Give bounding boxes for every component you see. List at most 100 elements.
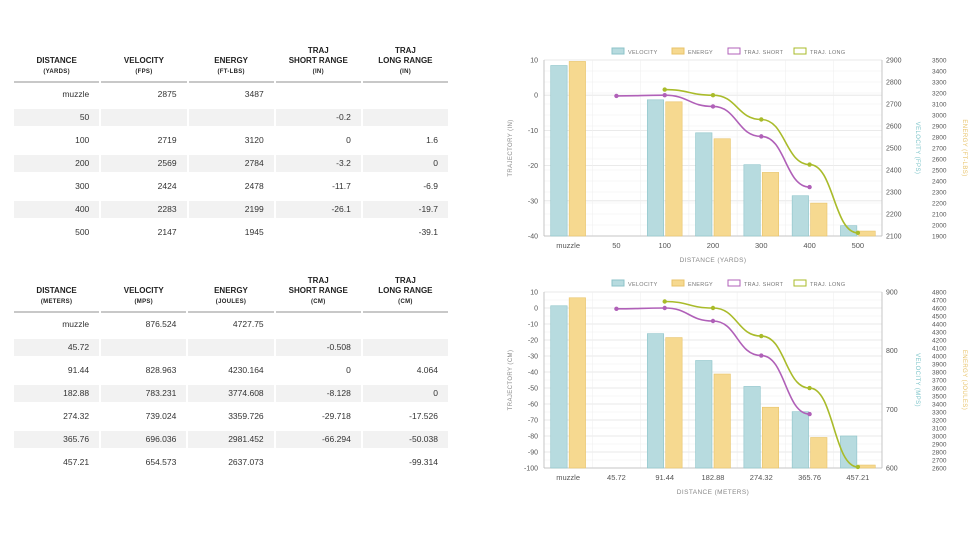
table-cell: 2199 [188,198,274,221]
table-cell: 3359.726 [188,405,274,428]
traj-short-line [616,94,810,188]
table-cell: 1945 [188,221,274,244]
energy-tick-label: 2000 [932,223,947,230]
energy-tick-label: 2700 [932,458,947,465]
velocity-tick-label: 2100 [886,234,902,241]
energy-tick-label: 4600 [932,306,947,313]
table-cell [275,451,361,474]
x-tick-label: 182.88 [702,473,725,482]
table-cell: 400 [14,198,100,221]
energy-tick-label: 2300 [932,190,947,197]
table-cell: 300 [14,175,100,198]
table-cell: -50.038 [362,428,448,451]
table-cell: 182.88 [14,382,100,405]
energy-bar [810,437,828,469]
metric-table-body: muzzle 876.524 4727.75 45.72 -0.508 91.44 828.… [14,313,448,474]
header-traj-long: TRAJ LONG RANGE (IN) [362,46,448,83]
energy-tick-label: 3300 [932,80,947,87]
table-cell: 91.44 [14,359,100,382]
legend-swatch [611,47,625,55]
table-cell: 654.573 [101,451,187,474]
traj-short-point [759,353,764,358]
table-cell: -19.7 [362,198,448,221]
velocity-tick-label: 2200 [886,212,902,219]
legend-swatch [671,279,685,287]
velocity-bar [791,195,809,237]
table-cell: 3487 [188,83,274,106]
imperial-table-body: muzzle 2875 3487 50 -0.2 100 2719 3120 0 1.6 200 25… [14,83,448,244]
header-distance: DISTANCE (YARDS) [14,46,100,83]
energy-bar [810,202,828,237]
velocity-tick-label: 2700 [886,102,902,109]
traj-tick-label: 10 [530,58,538,65]
header-energy: ENERGY (JOULES) [188,276,274,313]
table-row: 45.72 -0.508 [14,336,448,359]
velocity-bar [550,305,568,469]
velocity-tick-label: 2800 [886,80,902,87]
table-cell: 0 [275,129,361,152]
x-tick-label: 457.21 [846,473,869,482]
header-distance: DISTANCE (METERS) [14,276,100,313]
traj-long-point [662,87,667,92]
energy-tick-label: 2800 [932,450,947,457]
traj-long-point [807,385,812,391]
energy-tick-label: 3700 [932,378,947,385]
energy-tick-label: 2400 [932,179,947,186]
energy-tick-label: 3200 [932,91,947,98]
energy-bar [858,464,876,469]
energy-tick-label: 2700 [932,146,947,153]
traj-short-line [616,307,810,415]
table-cell: 3774.608 [188,382,274,405]
energy-bar [761,172,780,237]
x-tick-label: 50 [612,241,620,250]
table-cell [188,106,274,129]
legend-label: ENERGY [688,50,713,56]
traj-tick-label: -30 [528,354,538,361]
table-cell: 2875 [101,83,187,106]
left-axis-title: TRAJECTORY (CM) [508,350,514,411]
traj-tick-label: -20 [528,163,538,170]
table-cell: 2478 [188,175,274,198]
energy-tick-label: 4400 [932,322,947,329]
table-cell [362,336,448,359]
legend-swatch [727,47,741,55]
table-cell: 783.231 [101,382,187,405]
legend-swatch [793,47,807,55]
table-cell: 2719 [101,129,187,152]
energy-tick-label: 4300 [932,330,947,337]
velocity-tick-label: 700 [886,407,898,414]
table-row: 457.21 654.573 2637.073 -99.314 [14,451,448,474]
table-cell: 200 [14,152,100,175]
table-cell: -3.2 [275,152,361,175]
traj-short-point [759,134,764,139]
table-cell: 50 [14,106,100,129]
traj-tick-label: -10 [528,322,538,329]
traj-tick-label: -70 [528,418,538,425]
table-cell: 2283 [101,198,187,221]
table-cell: 45.72 [14,336,100,359]
energy-tick-label: 3000 [932,113,947,120]
traj-tick-label: -60 [528,402,538,409]
table-cell: 4230.164 [188,359,274,382]
energy-tick-label: 4000 [932,354,947,361]
table-cell: 696.036 [101,428,187,451]
table-cell: -11.7 [275,175,361,198]
header-traj-short: TRAJ SHORT RANGE (CM) [275,276,361,313]
traj-long-line [664,88,858,234]
table-cell: 4.064 [362,359,448,382]
traj-tick-label: -40 [528,234,538,241]
energy-tick-label: 2200 [932,201,947,208]
energy-tick-label: 4800 [932,290,947,297]
traj-short-point [807,411,812,417]
energy-tick-label: 3900 [932,362,947,369]
x-tick-label: 200 [707,241,720,250]
table-cell: 500 [14,221,100,244]
header-velocity: VELOCITY (MPS) [101,276,187,313]
table-cell: 2981.452 [188,428,274,451]
table-row: 91.44 828.963 4230.164 0 4.064 [14,359,448,382]
energy-tick-label: 3500 [932,58,947,65]
table-cell [275,313,361,336]
metric-ballistics-table: DISTANCE (METERS) VELOCITY (MPS) ENERGY (JO… [12,276,450,474]
table-cell: 828.963 [101,359,187,382]
velocity-bar [550,65,568,237]
